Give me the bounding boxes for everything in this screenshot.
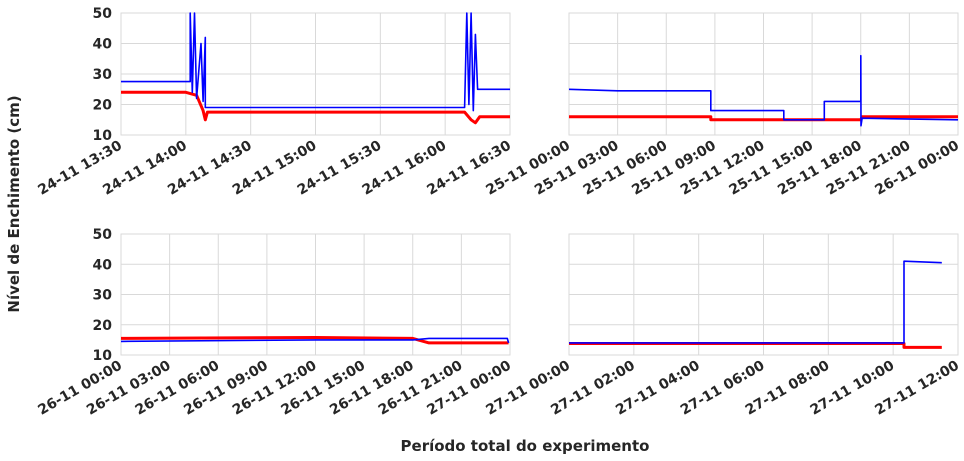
series-line-blue xyxy=(568,54,959,127)
plot-frame xyxy=(120,12,511,136)
y-tick-label: 40 xyxy=(93,257,113,273)
plot-frame xyxy=(120,233,511,356)
plot-frame xyxy=(568,12,959,136)
y-tick-label: 20 xyxy=(93,98,113,114)
y-tick-label: 30 xyxy=(93,67,113,83)
y-axis-label: Nível de Enchimento (cm) xyxy=(5,95,23,312)
series-line-red xyxy=(121,90,510,125)
y-tick-label: 40 xyxy=(93,37,113,53)
x-axis-label: Período total do experimento xyxy=(401,437,650,455)
series-line-blue xyxy=(120,337,510,344)
y-tick-label: 10 xyxy=(93,348,113,364)
y-tick-label: 10 xyxy=(93,128,113,144)
series-line-red xyxy=(569,342,942,349)
y-tick-label: 50 xyxy=(93,227,113,243)
plot-frame xyxy=(568,233,959,356)
series-line-blue xyxy=(121,12,510,112)
series-line-blue xyxy=(569,260,942,344)
series-line-red xyxy=(120,336,509,345)
x-tick-label: 26-11 00:00 xyxy=(872,137,962,198)
y-tick-label: 20 xyxy=(93,318,113,334)
y-tick-label: 30 xyxy=(93,288,113,304)
y-tick-label: 50 xyxy=(93,6,113,22)
